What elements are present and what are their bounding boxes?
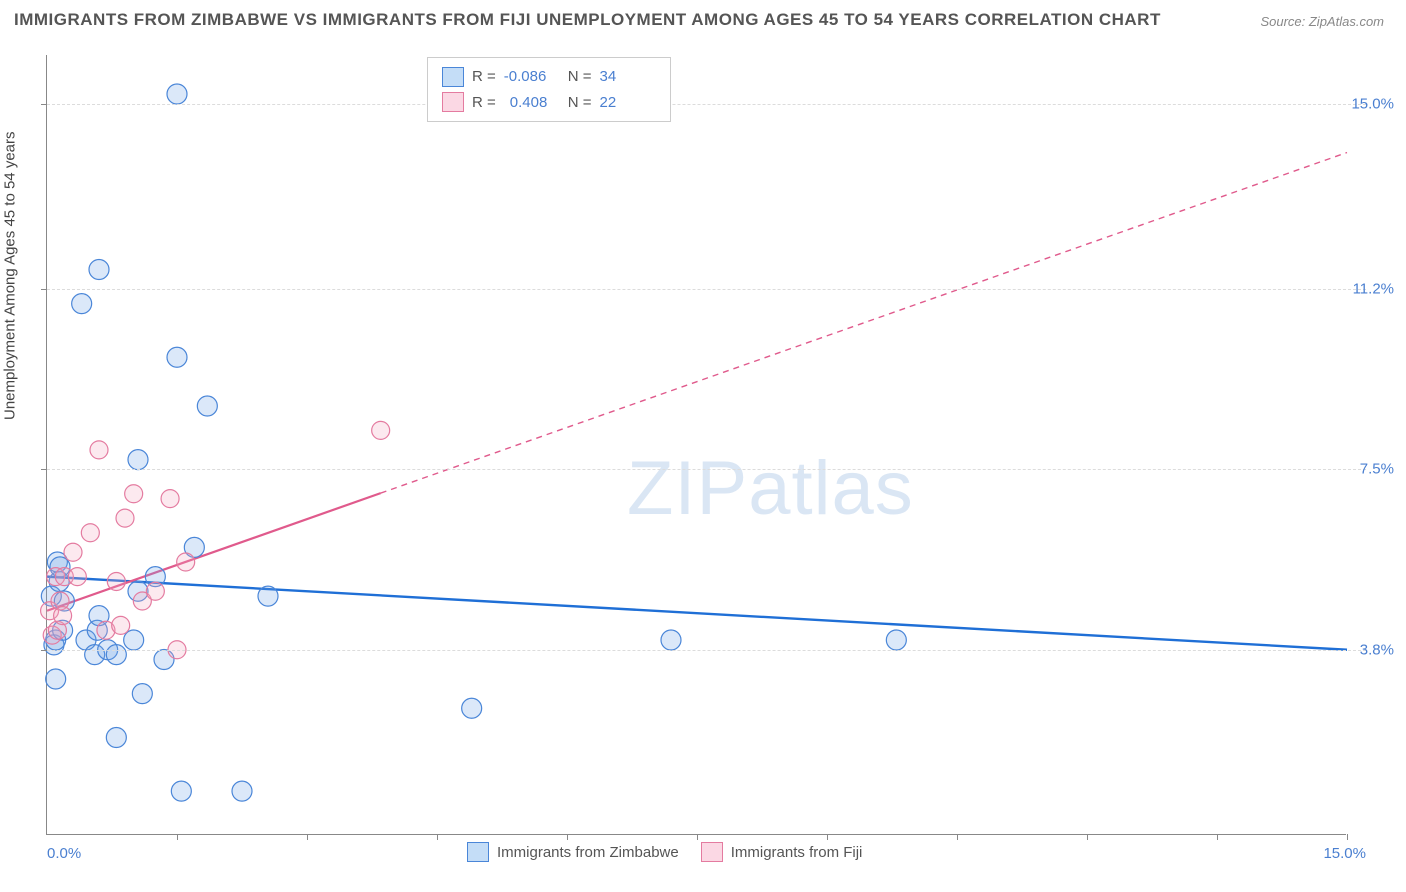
data-point-fiji (68, 568, 86, 586)
legend-correlation: R = -0.086 N = 34 R = 0.408 N = 22 (427, 57, 671, 122)
data-point-zimbabwe (46, 669, 66, 689)
data-point-zimbabwe (106, 728, 126, 748)
swatch-zimbabwe (442, 67, 464, 87)
n-value-fiji: 22 (600, 90, 656, 116)
trend-line-dashed-fiji (381, 153, 1347, 494)
data-point-fiji (107, 573, 125, 591)
data-point-zimbabwe (167, 84, 187, 104)
data-point-fiji (161, 490, 179, 508)
plot-svg (47, 55, 1346, 834)
y-tick-label: 3.8% (1360, 641, 1394, 658)
data-point-zimbabwe (197, 396, 217, 416)
grid-line-h (47, 104, 1366, 105)
data-point-zimbabwe (124, 630, 144, 650)
n-value-zimbabwe: 34 (600, 64, 656, 90)
data-point-fiji (116, 509, 134, 527)
data-point-fiji (64, 543, 82, 561)
y-tick-label: 11.2% (1353, 281, 1394, 298)
data-point-zimbabwe (132, 684, 152, 704)
swatch-fiji (442, 92, 464, 112)
data-point-zimbabwe (167, 347, 187, 367)
data-point-fiji (372, 421, 390, 439)
data-point-fiji (81, 524, 99, 542)
r-label: R = (472, 90, 496, 116)
data-point-zimbabwe (661, 630, 681, 650)
legend-series: Immigrants from Zimbabwe Immigrants from… (467, 842, 862, 862)
data-point-zimbabwe (171, 781, 191, 801)
r-label: R = (472, 64, 496, 90)
data-point-zimbabwe (258, 586, 278, 606)
data-point-zimbabwe (232, 781, 252, 801)
data-point-zimbabwe (462, 698, 482, 718)
data-point-fiji (125, 485, 143, 503)
y-axis-label: Unemployment Among Ages 45 to 54 years (2, 131, 19, 420)
data-point-zimbabwe (128, 450, 148, 470)
y-tick-label: 7.5% (1360, 461, 1394, 478)
data-point-zimbabwe (106, 645, 126, 665)
n-label: N = (568, 90, 592, 116)
data-point-zimbabwe (89, 260, 109, 280)
data-point-fiji (90, 441, 108, 459)
data-point-fiji (54, 607, 72, 625)
legend-item-fiji: Immigrants from Fiji (701, 842, 863, 862)
plot-area: ZIPatlas R = -0.086 N = 34 R = 0.408 N =… (46, 55, 1346, 835)
swatch-fiji (701, 842, 723, 862)
source-label: Source: ZipAtlas.com (1260, 14, 1384, 29)
x-tick-max: 15.0% (1323, 845, 1366, 862)
y-tick-label: 15.0% (1351, 95, 1394, 112)
data-point-fiji (112, 616, 130, 634)
trend-line-zimbabwe (47, 577, 1347, 650)
grid-line-h (47, 289, 1366, 290)
grid-line-h (47, 650, 1366, 651)
swatch-zimbabwe (467, 842, 489, 862)
series-name-fiji: Immigrants from Fiji (731, 844, 863, 861)
legend-row-fiji: R = 0.408 N = 22 (442, 90, 656, 116)
chart-title: IMMIGRANTS FROM ZIMBABWE VS IMMIGRANTS F… (14, 10, 1161, 30)
r-value-fiji: 0.408 (504, 90, 560, 116)
data-point-fiji (177, 553, 195, 571)
data-point-zimbabwe (72, 294, 92, 314)
series-name-zimbabwe: Immigrants from Zimbabwe (497, 844, 679, 861)
r-value-zimbabwe: -0.086 (504, 64, 560, 90)
grid-line-h (47, 469, 1366, 470)
n-label: N = (568, 64, 592, 90)
data-point-fiji (146, 582, 164, 600)
x-tick-min: 0.0% (47, 845, 81, 862)
legend-item-zimbabwe: Immigrants from Zimbabwe (467, 842, 679, 862)
data-point-zimbabwe (886, 630, 906, 650)
legend-row-zimbabwe: R = -0.086 N = 34 (442, 64, 656, 90)
